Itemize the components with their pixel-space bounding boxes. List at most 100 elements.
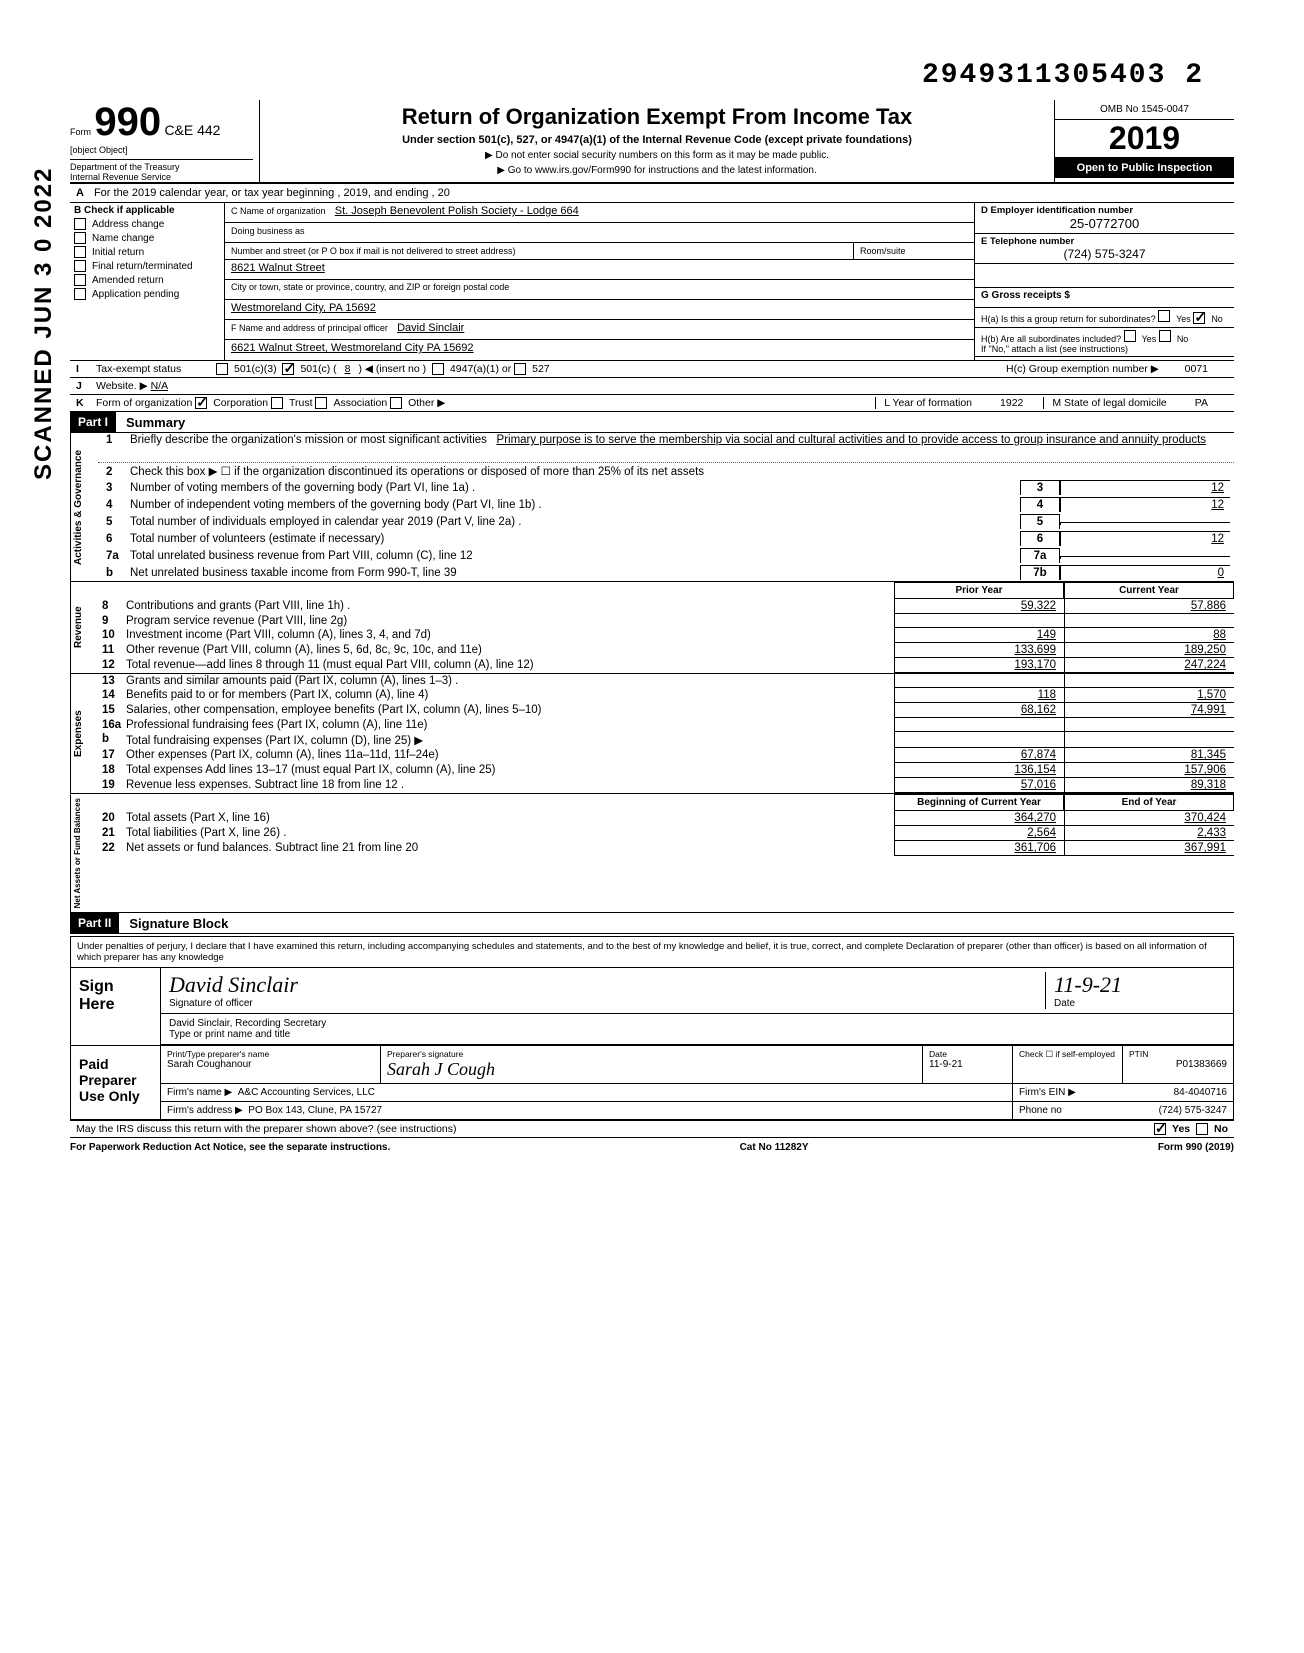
sig-date: 11-9-21 [1054, 972, 1225, 998]
chk-app-pending[interactable]: Application pending [74, 288, 220, 300]
chk-501c3[interactable] [216, 363, 228, 375]
table-row: 13Grants and similar amounts paid (Part … [98, 674, 1234, 688]
form-mark: C&E 442 [164, 122, 220, 138]
prep-name: Sarah Coughanour [167, 1059, 374, 1070]
col-begin-year: Beginning of Current Year [894, 794, 1064, 811]
chk-501c[interactable] [282, 363, 294, 375]
firm-phone: (724) 575-3247 [1159, 1105, 1227, 1116]
chk-assoc[interactable] [315, 397, 327, 409]
chk-527[interactable] [514, 363, 526, 375]
prep-sig-label: Preparer's signature [387, 1049, 916, 1059]
form-note1: ▶ Do not enter social security numbers o… [268, 150, 1046, 161]
b-header: Check if applicable [84, 205, 175, 216]
prep-signature: Sarah J Cough [387, 1059, 916, 1080]
dln-stamp: 2949311305403 2 [922, 60, 1204, 91]
line-a: A For the 2019 calendar year, or tax yea… [70, 184, 1234, 203]
501c-num: 8 [337, 363, 359, 375]
l-value: 1922 [980, 397, 1043, 409]
form-subtitle: Under section 501(c), 527, or 4947(a)(1)… [268, 134, 1046, 146]
ptin: P01383669 [1129, 1059, 1227, 1070]
form-title: Return of Organization Exempt From Incom… [268, 104, 1046, 130]
f-label: F Name and address of principal officer [231, 323, 388, 333]
ha-yes[interactable] [1158, 310, 1170, 322]
mission-text: Primary purpose is to serve the membersh… [497, 434, 1207, 446]
sig-label: Signature of officer [169, 998, 1045, 1009]
website: N/A [151, 380, 169, 392]
chk-initial-return[interactable]: Initial return [74, 246, 220, 258]
table-row: 12Total revenue—add lines 8 through 11 (… [98, 658, 1234, 673]
col-prior-year: Prior Year [894, 582, 1064, 599]
chk-final-return[interactable]: Final return/terminated [74, 260, 220, 272]
table-row: 11Other revenue (Part VIII, column (A), … [98, 643, 1234, 658]
chk-other[interactable] [390, 397, 402, 409]
dba-label: Doing business as [231, 226, 305, 236]
perjury-text: Under penalties of perjury, I declare th… [71, 937, 1233, 968]
tab-expenses: Expenses [70, 674, 98, 793]
table-row: 9Program service revenue (Part VIII, lin… [98, 614, 1234, 628]
part-i-title: Summary [116, 413, 195, 432]
hb-no[interactable] [1159, 330, 1171, 342]
l-label: L Year of formation [875, 397, 980, 409]
d-label: D Employer identification number [981, 205, 1228, 216]
m-value: PA [1175, 397, 1228, 409]
prep-self-emp: Check ☐ if self-employed [1013, 1046, 1123, 1083]
table-row: 20Total assets (Part X, line 16)364,2703… [98, 811, 1234, 826]
firm-name: A&C Accounting Services, LLC [238, 1087, 375, 1098]
paid-preparer-label: Paid Preparer Use Only [71, 1046, 161, 1119]
tab-revenue: Revenue [70, 582, 98, 673]
ptin-label: PTIN [1129, 1049, 1227, 1059]
chk-corp[interactable] [195, 397, 207, 409]
footer-left: For Paperwork Reduction Act Notice, see … [70, 1142, 390, 1153]
discuss-no[interactable] [1196, 1123, 1208, 1135]
printed-name-label: Type or print name and title [169, 1029, 1225, 1040]
prep-date: 11-9-21 [929, 1059, 1006, 1070]
form-header: Form 990 C&E 442 [object Object] Departm… [70, 100, 1234, 184]
discuss-text: May the IRS discuss this return with the… [76, 1123, 457, 1135]
chk-trust[interactable] [271, 397, 283, 409]
tab-governance: Activities & Governance [70, 433, 98, 581]
table-row: 21Total liabilities (Part X, line 26) .2… [98, 826, 1234, 841]
city: Westmoreland City, PA 15692 [225, 300, 974, 320]
form-label: Form [70, 127, 91, 137]
table-row: 15Salaries, other compensation, employee… [98, 703, 1234, 718]
part-i-label: Part I [70, 412, 116, 432]
e-label: E Telephone number [981, 236, 1228, 247]
firm-addr: PO Box 143, Clune, PA 15727 [248, 1105, 382, 1116]
part-ii-title: Signature Block [119, 914, 238, 933]
table-row: 18Total expenses Add lines 13–17 (must e… [98, 763, 1234, 778]
ha-no[interactable] [1193, 312, 1205, 324]
tax-year: 2019 [1055, 120, 1234, 158]
officer-addr: 6621 Walnut Street, Westmoreland City PA… [225, 340, 974, 360]
city-label: City or town, state or province, country… [225, 280, 974, 300]
chk-name-change[interactable]: Name change [74, 232, 220, 244]
prep-date-label: Date [929, 1049, 1006, 1059]
col-end-year: End of Year [1064, 794, 1234, 811]
footer-right: Form 990 (2019) [1158, 1142, 1234, 1153]
col-current-year: Current Year [1064, 582, 1234, 599]
scanned-stamp: SCANNED JUN 3 0 2022 [30, 167, 58, 480]
street-label: Number and street (or P O box if mail is… [231, 246, 515, 256]
table-row: 17Other expenses (Part IX, column (A), l… [98, 748, 1234, 763]
j-label: Website. ▶ [96, 380, 148, 392]
line2-text: Check this box ▶ ☐ if the organization d… [130, 464, 1230, 478]
discuss-yes[interactable] [1154, 1123, 1166, 1135]
sign-here-label: Sign Here [71, 968, 161, 1045]
form-note2: ▶ Go to www.irs.gov/Form990 for instruct… [268, 165, 1046, 176]
hb-label: H(b) Are all subordinates included? [981, 334, 1121, 344]
table-row: bTotal fundraising expenses (Part IX, co… [98, 732, 1234, 748]
hc-value: 0071 [1165, 363, 1228, 375]
hb-yes[interactable] [1124, 330, 1136, 342]
chk-amended[interactable]: Amended return [74, 274, 220, 286]
i-label: Tax-exempt status [96, 363, 216, 375]
org-name: St. Joseph Benevolent Polish Society - L… [335, 205, 579, 217]
chk-address-change[interactable]: Address change [74, 218, 220, 230]
street: 8621 Walnut Street [225, 260, 974, 280]
room-label: Room/suite [860, 246, 906, 256]
officer-printed-name: David Sinclair, Recording Secretary [169, 1018, 1225, 1029]
form-rev: [object Object] [70, 145, 253, 155]
open-public: Open to Public Inspection [1055, 158, 1234, 178]
footer-mid: Cat No 11282Y [740, 1142, 809, 1153]
irs: Internal Revenue Service [70, 172, 253, 182]
table-row: 10Investment income (Part VIII, column (… [98, 628, 1234, 643]
chk-4947[interactable] [432, 363, 444, 375]
